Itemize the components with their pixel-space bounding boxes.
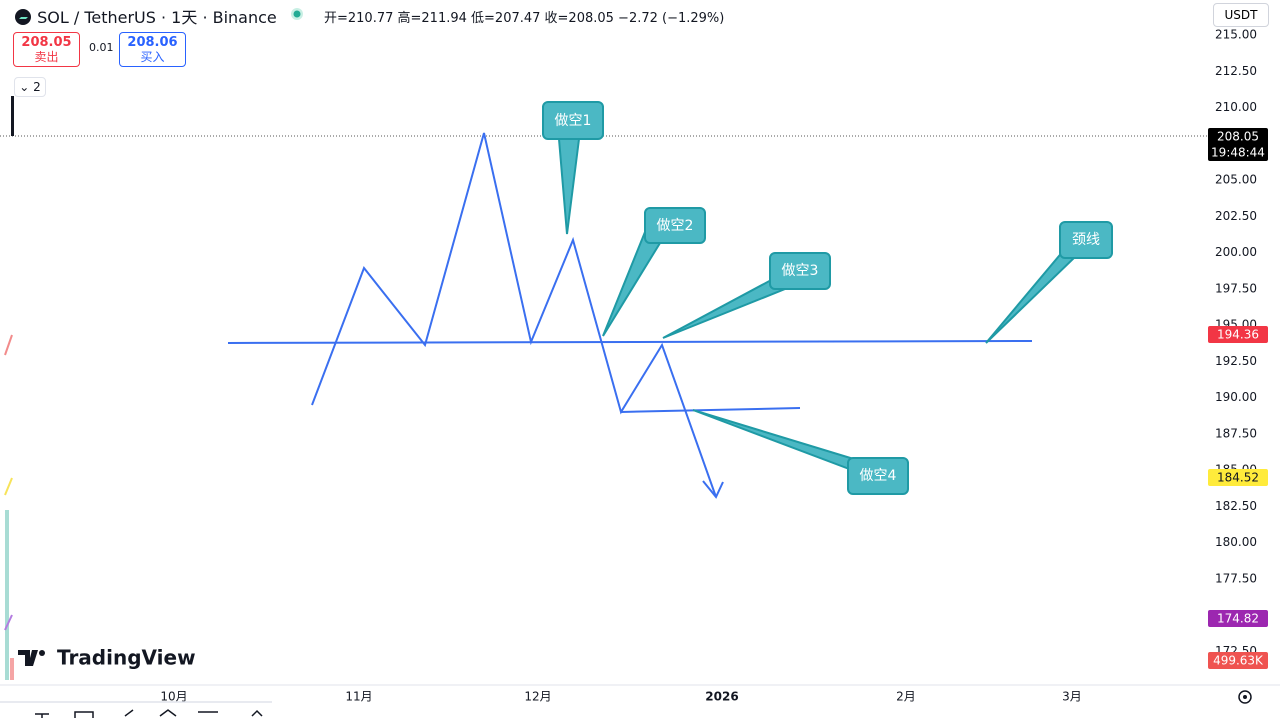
volume-bar	[10, 658, 14, 680]
time-tick-label: 3月	[1062, 690, 1082, 704]
price-badge	[1208, 128, 1268, 161]
sell-label: 卖出	[34, 50, 59, 64]
zigzag-path[interactable]	[311, 132, 717, 498]
neckline[interactable]	[227, 340, 1033, 344]
time-tick-label: 2月	[896, 690, 916, 704]
buy-button[interactable]: 208.06 买入	[119, 32, 186, 67]
price-tick-label: 197.50	[1215, 281, 1257, 295]
callout-pointer	[985, 248, 1076, 344]
price-axis-bg	[1205, 0, 1280, 718]
time-tick-label: 12月	[524, 690, 551, 704]
price-tick-label: 215.00	[1215, 28, 1257, 42]
price-badge-text: 184.52	[1217, 471, 1259, 485]
symbol: SOL / TetherUS · 1天 · Binance	[37, 8, 277, 27]
price-badge	[1208, 326, 1268, 343]
settings-icon[interactable]	[1238, 690, 1252, 704]
price-tick-label: 192.50	[1215, 354, 1257, 368]
callout-pointer	[602, 230, 662, 337]
time-tick-label: 2026	[705, 690, 738, 704]
price-badge	[1208, 469, 1268, 486]
trend-line[interactable]	[620, 407, 801, 413]
callout-box[interactable]	[847, 457, 909, 495]
ohlc: 开=210.77 高=211.94 低=207.47 收=208.05 −2.7…	[324, 11, 725, 26]
callout-pointer	[692, 409, 859, 472]
price-tick-label: 187.50	[1215, 426, 1257, 440]
sell-price: 208.05	[21, 35, 72, 50]
buy-label: 买入	[140, 50, 165, 64]
price-tick-label: 190.00	[1215, 390, 1257, 404]
symbol-header[interactable]: SOL / TetherUS · 1天 · Binance	[14, 4, 277, 28]
currency-button[interactable]: USDT	[1213, 3, 1269, 27]
symbol-icon	[15, 9, 31, 25]
callout-text: 做空2	[657, 218, 694, 234]
buy-price: 208.06	[127, 35, 178, 50]
callout-box[interactable]	[769, 252, 831, 290]
price-tick-label: 210.00	[1215, 100, 1257, 114]
layers-count: 2	[33, 80, 41, 94]
indicator-line	[4, 614, 13, 631]
price-badge	[1208, 610, 1268, 627]
layers-toggle[interactable]: ⌄ 2	[14, 77, 46, 97]
callout-text: 颈线	[1072, 232, 1100, 248]
price-tick-label: 212.50	[1215, 64, 1257, 78]
callout-pointer	[662, 276, 787, 339]
candle	[11, 96, 14, 136]
price-tick-label: 205.00	[1215, 173, 1257, 187]
spread: 0.01	[89, 41, 114, 54]
indicator-line	[4, 477, 13, 496]
callout-text: 做空1	[555, 113, 592, 129]
callout-text: 做空3	[782, 263, 819, 279]
price-tick-label: 200.00	[1215, 245, 1257, 259]
callout-pointer	[557, 138, 581, 235]
price-tick-label: 180.00	[1215, 535, 1257, 549]
logo-text: TradingView	[57, 646, 196, 670]
price-tick-label: 202.50	[1215, 209, 1257, 223]
callout-box[interactable]	[542, 101, 604, 140]
price-badge-text: 208.05	[1217, 130, 1259, 144]
price-badge-text: 499.63K	[1213, 654, 1264, 668]
time-tick-label: 10月	[160, 690, 187, 704]
callout-box[interactable]	[644, 207, 706, 244]
countdown-text: 19:48:44	[1211, 146, 1265, 160]
price-badge-text: 194.36	[1217, 328, 1259, 342]
status-dot	[291, 8, 303, 20]
price-badge	[1208, 652, 1268, 669]
time-tick-label: 11月	[345, 690, 372, 704]
volume-bar	[5, 510, 9, 680]
sell-button[interactable]: 208.05 卖出	[13, 32, 80, 67]
arrow-head	[702, 480, 724, 499]
price-badge-text: 174.82	[1217, 612, 1259, 626]
price-tick-label: 182.50	[1215, 499, 1257, 513]
callout-text: 做空4	[860, 468, 897, 484]
callout-box[interactable]	[1059, 221, 1113, 259]
bottom-toolbar[interactable]	[0, 701, 272, 718]
logo: TradingView	[18, 646, 196, 670]
indicator-line	[4, 334, 13, 356]
price-tick-label: 177.50	[1215, 571, 1257, 585]
